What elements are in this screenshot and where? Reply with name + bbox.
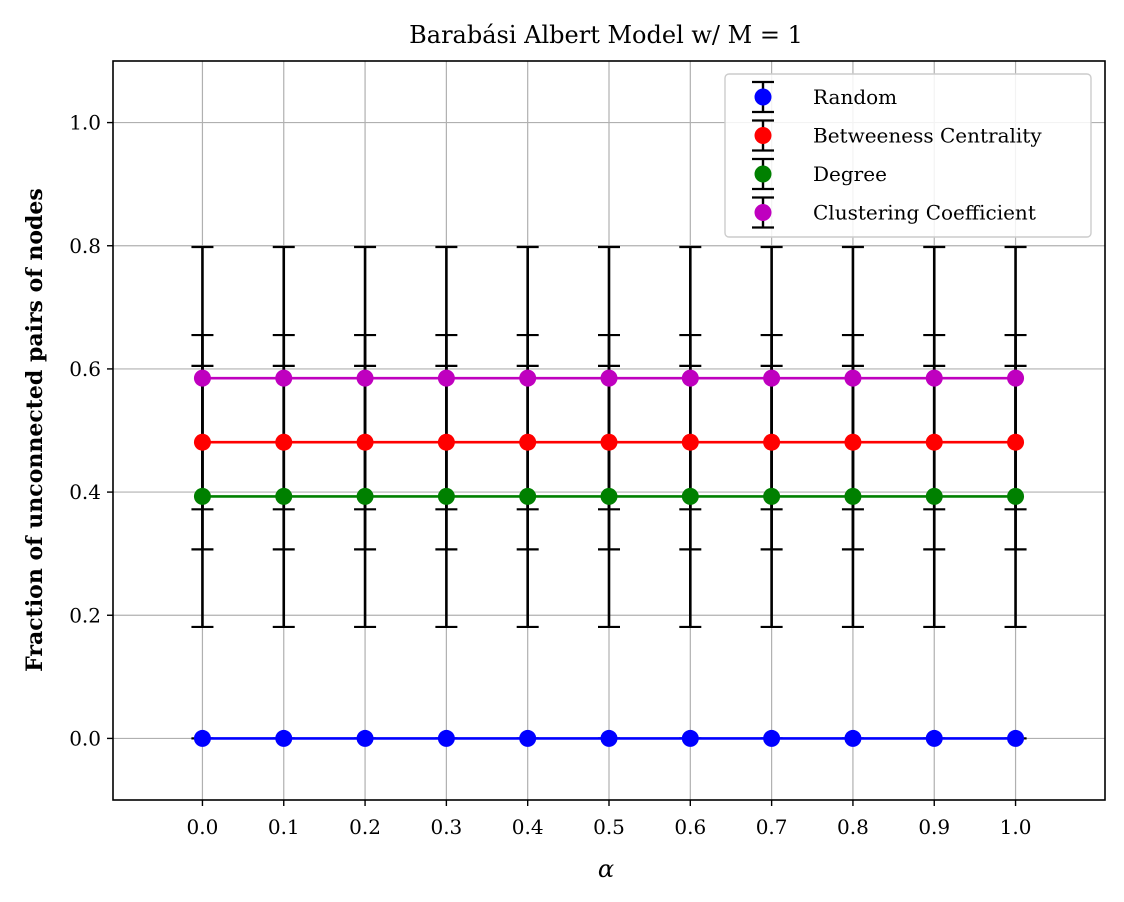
data-point-random (519, 729, 537, 747)
data-point-degree (681, 487, 699, 505)
legend-label-degree: Degree (813, 162, 887, 186)
data-point-random (600, 729, 618, 747)
x-tick-label: 0.8 (837, 815, 869, 839)
data-point-random (193, 729, 211, 747)
data-point-clustering-coefficient (275, 369, 293, 387)
y-tick-label: 0.4 (69, 480, 101, 504)
y-axis-ticks: 0.0 0.2 0.4 0.6 0.8 1.0 (69, 111, 113, 750)
data-point-betweeness-centrality (844, 433, 862, 451)
legend-marker-random (754, 88, 772, 106)
data-point-degree (844, 487, 862, 505)
y-tick-label: 0.8 (69, 234, 101, 258)
data-point-random (925, 729, 943, 747)
data-point-betweeness-centrality (519, 433, 537, 451)
x-tick-label: 0.2 (349, 815, 381, 839)
x-tick-label: 0.3 (430, 815, 462, 839)
data-point-betweeness-centrality (925, 433, 943, 451)
data-point-degree (193, 487, 211, 505)
y-tick-label: 1.0 (69, 111, 101, 135)
data-point-betweeness-centrality (437, 433, 455, 451)
x-tick-label: 0.0 (187, 815, 219, 839)
x-tick-label: 1.0 (1000, 815, 1032, 839)
y-tick-label: 0.6 (69, 357, 101, 381)
data-point-betweeness-centrality (356, 433, 374, 451)
data-point-random (681, 729, 699, 747)
data-point-degree (519, 487, 537, 505)
x-axis-ticks: 0.0 0.1 0.2 0.3 0.4 0.5 0.6 0.7 0.8 0.9 1.0 (187, 800, 1032, 839)
data-point-degree (356, 487, 374, 505)
x-tick-label: 0.7 (756, 815, 788, 839)
legend: Random Betweeness Centrality Degree Cluster… (724, 73, 1092, 238)
data-point-betweeness-centrality (763, 433, 781, 451)
legend-box (724, 73, 1092, 238)
data-point-betweeness-centrality (600, 433, 618, 451)
data-point-random (844, 729, 862, 747)
x-tick-label: 0.1 (268, 815, 300, 839)
data-point-clustering-coefficient (356, 369, 374, 387)
x-tick-label: 0.4 (512, 815, 544, 839)
data-point-degree (437, 487, 455, 505)
data-point-random (437, 729, 455, 747)
data-point-degree (925, 487, 943, 505)
data-point-random (275, 729, 293, 747)
data-point-clustering-coefficient (681, 369, 699, 387)
legend-marker-betweeness-centrality (754, 127, 772, 144)
legend-label-clustering-coefficient: Clustering Coefficient (813, 201, 1036, 225)
x-tick-label: 0.5 (593, 815, 625, 839)
data-point-clustering-coefficient (437, 369, 455, 387)
x-tick-label: 0.9 (918, 815, 950, 839)
data-point-random (1007, 729, 1025, 747)
data-point-degree (600, 487, 618, 505)
data-point-clustering-coefficient (600, 369, 618, 387)
data-point-betweeness-centrality (193, 433, 211, 451)
data-point-random (356, 729, 374, 747)
x-axis-label: α (598, 855, 614, 883)
data-point-betweeness-centrality (681, 433, 699, 451)
data-point-degree (1007, 487, 1025, 505)
y-tick-label: 0.0 (69, 726, 101, 750)
data-point-degree (275, 487, 293, 505)
data-point-betweeness-centrality (275, 433, 293, 451)
data-points (193, 369, 1025, 747)
legend-label-random: Random (813, 85, 897, 109)
y-axis-label: Fraction of unconnected pairs of nodes (22, 188, 48, 672)
data-point-clustering-coefficient (519, 369, 537, 387)
data-point-degree (763, 487, 781, 505)
data-point-clustering-coefficient (1007, 369, 1025, 387)
legend-label-betweeness-centrality: Betweeness Centrality (813, 124, 1042, 148)
data-point-clustering-coefficient (763, 369, 781, 387)
data-point-random (763, 729, 781, 747)
data-point-betweeness-centrality (1007, 433, 1025, 451)
y-tick-label: 0.2 (69, 603, 101, 627)
legend-marker-clustering-coefficient (754, 204, 772, 221)
legend-marker-degree (754, 165, 772, 183)
data-point-clustering-coefficient (925, 369, 943, 387)
data-point-clustering-coefficient (193, 369, 211, 387)
data-point-clustering-coefficient (844, 369, 862, 387)
x-tick-label: 0.6 (674, 815, 706, 839)
chart-title: Barabási Albert Model w/ M = 1 (409, 21, 803, 49)
